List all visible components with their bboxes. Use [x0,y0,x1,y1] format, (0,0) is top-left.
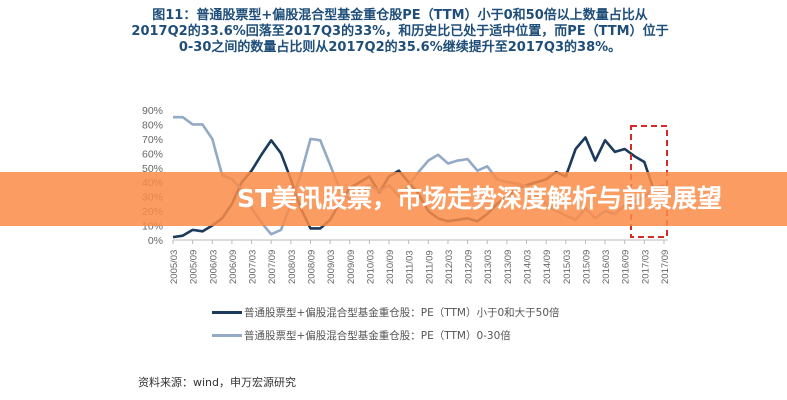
x-tick-label: 2014/03 [523,250,534,284]
x-tick-label: 2006/03 [208,250,219,284]
x-tick-label: 2006/09 [228,250,239,284]
y-tick-label: 70% [142,134,163,146]
legend-swatch-light [212,334,242,337]
chart-title: 图11：普通股票型+偏股混合型基金重仓股PE（TTM）小于0和50倍以上数量占比… [131,8,669,55]
x-tick-label: 2012/03 [444,250,455,284]
x-tick-label: 2014/09 [542,250,553,284]
legend-item-dark: 普通股票型+偏股混合型基金重仓股：PE（TTM）小于0和大于50倍 [212,305,560,320]
x-tick-label: 2012/09 [464,250,475,284]
legend-label: 普通股票型+偏股混合型基金重仓股：PE（TTM）0-30倍 [244,330,511,342]
x-tick-label: 2015/09 [581,250,592,284]
x-tick-label: 2009/03 [326,250,337,284]
legend-swatch-dark [212,311,242,314]
y-tick-label: 0% [148,235,163,247]
x-tick-label: 2007/09 [267,250,278,284]
x-tick-label: 2007/03 [248,250,259,284]
x-tick-label: 2013/03 [483,250,494,284]
y-tick-label: 90% [142,105,163,117]
y-tick-label: 50% [142,163,163,175]
source-note: 资料来源：wind，申万宏源研究 [138,376,297,389]
banner-headline: ST美讯股票，市场走势深度解析与前景展望 [236,184,723,213]
x-tick-label: 2010/03 [365,250,376,284]
y-tick-label: 80% [142,119,163,131]
x-tick-label: 2016/09 [621,250,632,284]
x-tick-label: 2013/09 [503,250,514,284]
legend-label: 普通股票型+偏股混合型基金重仓股：PE（TTM）小于0和大于50倍 [244,307,560,319]
x-tick-label: 2011/09 [424,250,435,284]
x-tick-label: 2017/03 [640,250,651,284]
x-tick-label: 2010/09 [385,250,396,284]
x-tick-label: 2016/03 [601,250,612,284]
y-tick-label: 60% [142,148,163,160]
x-tick-label: 2009/09 [346,250,357,284]
x-axis: 2005/03 2005/09 2006/03 2006/09 2007/03 2007/… [169,239,671,284]
x-tick-label: 2015/03 [562,250,573,284]
legend-item-light: 普通股票型+偏股混合型基金重仓股：PE（TTM）0-30倍 [212,328,511,343]
banner-background [0,172,787,226]
x-tick-label: 2005/09 [189,250,200,284]
x-tick-label: 2005/03 [169,250,180,284]
x-tick-label: 2008/03 [287,250,298,284]
x-tick-label: 2011/03 [405,250,416,284]
x-tick-label: 2017/09 [660,250,671,284]
x-tick-label: 2008/09 [306,250,317,284]
